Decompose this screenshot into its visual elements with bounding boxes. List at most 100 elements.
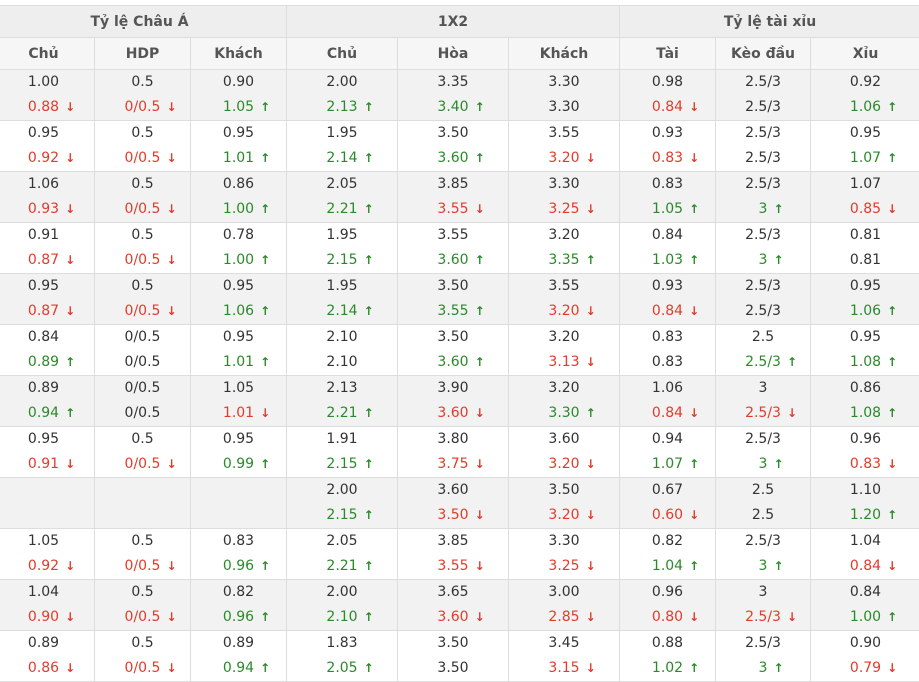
current-odds: 0.93 ↓ [28,197,75,222]
current-odds: 3.60 ↓ [437,605,484,630]
arrow-up-icon: ↑ [887,151,898,165]
current-odds: 2.5/3 [745,95,781,120]
current-odds-value: 1.00 [849,609,882,625]
current-odds-value: 3.25 [548,558,580,574]
odds-cell-asian-home: 1.00 0.88 ↓ [0,69,95,121]
current-odds: 0.92 ↓ [28,146,75,171]
arrow-down-icon: ↓ [166,202,177,216]
current-odds: 0/0.5 ↓ [125,197,177,222]
current-odds-value: 0/0.5 [124,660,161,676]
arrow-up-icon: ↑ [585,253,596,267]
current-odds: 3.30 [548,95,579,120]
arrow-down-icon: ↓ [166,559,177,573]
current-odds-value: 1.08 [849,405,882,421]
odds-cell-asian-hdp: 0.5 0/0.5 ↓ [94,426,191,478]
current-odds: 2.5/3 [745,299,781,324]
odds-cell-asian-away: 0.90 1.05 ↑ [190,69,287,121]
opening-odds: 0.93 [651,278,684,294]
odds-cell-line: 3 2.5/3 ↓ [715,579,812,631]
odds-cell-line: 2.5 2.5/3 ↑ [715,324,812,376]
arrow-up-icon: ↑ [773,202,784,216]
opening-odds: 0.95 [849,125,882,141]
odds-cell-line: 3 2.5/3 ↓ [715,375,812,427]
col-header-line: Kèo đầu [715,37,812,70]
odds-cell-over: 1.06 0.84 ↓ [619,375,717,427]
current-odds-value: 0/0.5 [124,303,161,319]
arrow-down-icon: ↓ [689,508,700,522]
current-odds: 3 ↑ [759,248,784,273]
group-header-over-under: Tỷ lệ tài xỉu [619,5,919,38]
current-odds: 3 ↑ [759,656,784,681]
arrow-down-icon: ↓ [474,610,485,624]
odds-cell-asian-home: 1.04 0.90 ↓ [0,579,95,631]
arrow-down-icon: ↓ [474,457,485,471]
current-odds-value: 3.35 [548,252,580,268]
odds-cell-asian-away: 1.05 1.01 ↓ [190,375,287,427]
odds-cell-1x2-away: 3.30 3.30 [507,69,621,121]
opening-odds: 0.5 [131,584,154,600]
opening-odds: 1.91 [326,431,358,447]
current-odds: 2.15 ↑ [326,452,373,477]
arrow-up-icon: ↑ [689,202,700,216]
arrow-down-icon: ↓ [887,202,898,216]
current-odds-value: 2.85 [548,609,580,625]
arrow-down-icon: ↓ [689,610,700,624]
current-odds-value: 0.80 [651,609,684,625]
current-odds: 0.94 ↑ [223,656,270,681]
arrow-up-icon: ↑ [887,304,898,318]
current-odds: 0.60 ↓ [652,503,699,528]
current-odds: 0.91 ↓ [28,452,75,477]
opening-odds: 0.89 [222,635,255,651]
odds-cell-asian-away: 0.95 1.06 ↑ [190,273,287,325]
current-odds: 1.07 ↑ [652,452,699,477]
opening-odds: 0.5 [131,227,154,243]
current-odds: 2.14 ↑ [326,299,373,324]
opening-odds: 0.5 [131,74,154,90]
opening-odds: 3.60 [548,431,580,447]
current-odds-value: 1.03 [651,252,684,268]
odds-cell-1x2-draw: 3.60 3.50 ↓ [397,477,509,529]
odds-cell-line: 2.5/3 3 ↑ [715,630,812,682]
opening-odds: 1.95 [326,227,358,243]
odds-cell-1x2-home: 2.13 2.21 ↑ [286,375,398,427]
table-row: 1.00 0.88 ↓ 0.5 0/0.5 ↓ 0.90 1.05 ↑ 2.00 2.13 ↑ 3.35… [0,69,919,121]
current-odds-value: 0.87 [27,252,60,268]
odds-cell-1x2-draw: 3.65 3.60 ↓ [397,579,509,631]
odds-cell-asian-home: 0.95 0.91 ↓ [0,426,95,478]
odds-cell-1x2-away: 3.30 3.25 ↓ [507,171,621,223]
current-odds-value: 0.90 [27,609,60,625]
current-odds: 3.20 ↓ [548,503,595,528]
current-odds: 1.08 ↑ [849,401,897,426]
arrow-up-icon: ↑ [260,457,271,471]
arrow-up-icon: ↑ [260,355,271,369]
odds-cell-line: 2.5/3 3 ↑ [715,426,812,478]
odds-cell-under: 0.81 0.81 [810,222,919,274]
odds-cell-asian-hdp: 0.5 0/0.5 ↓ [94,120,191,172]
current-odds: 0.87 ↓ [28,299,75,324]
arrow-down-icon: ↓ [166,457,177,471]
current-odds: 2.21 ↑ [326,554,373,579]
odds-cell-over: 0.94 1.07 ↑ [619,426,717,478]
arrow-down-icon: ↓ [166,253,177,267]
table-row: 2.00 2.15 ↑ 3.60 3.50 ↓ 3.50 3.20 ↓ 0.67 0.60 ↓ 2.5 2… [0,477,919,529]
arrow-down-icon: ↓ [585,457,596,471]
current-odds: 3.60 ↓ [437,401,484,426]
opening-odds: 3 [758,380,768,396]
current-odds: 3.15 ↓ [548,656,595,681]
current-odds-value: 0.84 [651,99,684,115]
arrow-down-icon: ↓ [166,304,177,318]
group-header-asian: Tỷ lệ Châu Á [0,5,287,38]
current-odds-value: 0/0.5 [124,99,161,115]
current-odds-value: 2.13 [326,99,358,115]
arrow-up-icon: ↑ [363,202,374,216]
odds-cell-over: 0.67 0.60 ↓ [619,477,717,529]
opening-odds: 3.30 [548,176,580,192]
odds-cell-1x2-draw: 3.35 3.40 ↑ [397,69,509,121]
current-odds: 3.75 ↓ [437,452,484,477]
current-odds: 1.05 ↑ [652,197,699,222]
opening-odds: 0.81 [849,227,882,243]
current-odds-value: 0/0.5 [124,609,161,625]
current-odds-value: 3.20 [548,456,580,472]
odds-cell-1x2-away: 3.55 3.20 ↓ [507,273,621,325]
current-odds-value: 0.84 [651,303,684,319]
